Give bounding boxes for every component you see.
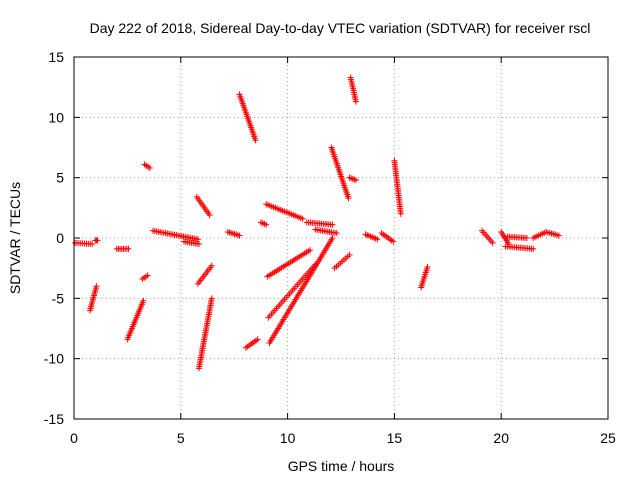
- x-axis-label: GPS time / hours: [288, 458, 395, 474]
- data-point: [252, 137, 259, 144]
- data-point: [208, 295, 215, 302]
- data-point: [140, 297, 147, 304]
- chart-title: Day 222 of 2018, Sidereal Day-to-day VTE…: [90, 20, 591, 36]
- y-tick-label: 0: [56, 230, 64, 246]
- data-point: [333, 230, 340, 237]
- y-axis-label: SDTVAR / TECUs: [7, 182, 23, 294]
- data-point: [346, 251, 353, 258]
- data-point: [530, 245, 537, 252]
- x-tick-label: 5: [177, 430, 185, 446]
- data-point: [236, 232, 243, 239]
- y-tick-label: 5: [56, 170, 64, 186]
- data-point: [424, 263, 431, 270]
- x-tick-label: 25: [600, 430, 616, 446]
- x-tick-label: 15: [387, 430, 403, 446]
- data-points: [72, 74, 562, 372]
- y-tick-label: 15: [48, 49, 64, 65]
- x-tick-label: 20: [493, 430, 509, 446]
- data-point: [397, 210, 404, 217]
- data-point: [125, 245, 132, 252]
- y-tick-label: -15: [44, 411, 64, 427]
- y-tick-label: -5: [52, 290, 65, 306]
- data-point: [93, 283, 100, 290]
- data-point: [352, 98, 359, 105]
- data-point: [352, 177, 359, 184]
- data-point: [94, 237, 101, 244]
- x-tick-label: 10: [280, 430, 296, 446]
- data-point: [146, 165, 153, 172]
- data-point: [89, 241, 96, 248]
- data-point: [523, 235, 530, 241]
- data-point: [299, 215, 306, 222]
- data-point: [206, 212, 213, 219]
- data-point: [263, 221, 270, 228]
- data-point: [144, 272, 151, 279]
- data-point: [195, 241, 202, 248]
- data-point: [254, 336, 261, 343]
- data-point: [208, 262, 215, 269]
- y-tick-label: 10: [48, 109, 64, 125]
- data-point: [555, 232, 562, 239]
- data-point: [329, 221, 336, 228]
- data-point: [390, 238, 397, 245]
- axis-ticks: 0 5 10 15 20 25 -15 -10 -5 0 5 10 15: [44, 49, 616, 446]
- data-point: [345, 195, 352, 202]
- x-tick-label: 0: [70, 430, 78, 446]
- data-point: [374, 236, 381, 243]
- y-tick-label: -10: [44, 351, 64, 367]
- data-point: [307, 247, 314, 254]
- data-point: [194, 236, 201, 243]
- data-point: [329, 235, 336, 241]
- data-point: [489, 239, 496, 246]
